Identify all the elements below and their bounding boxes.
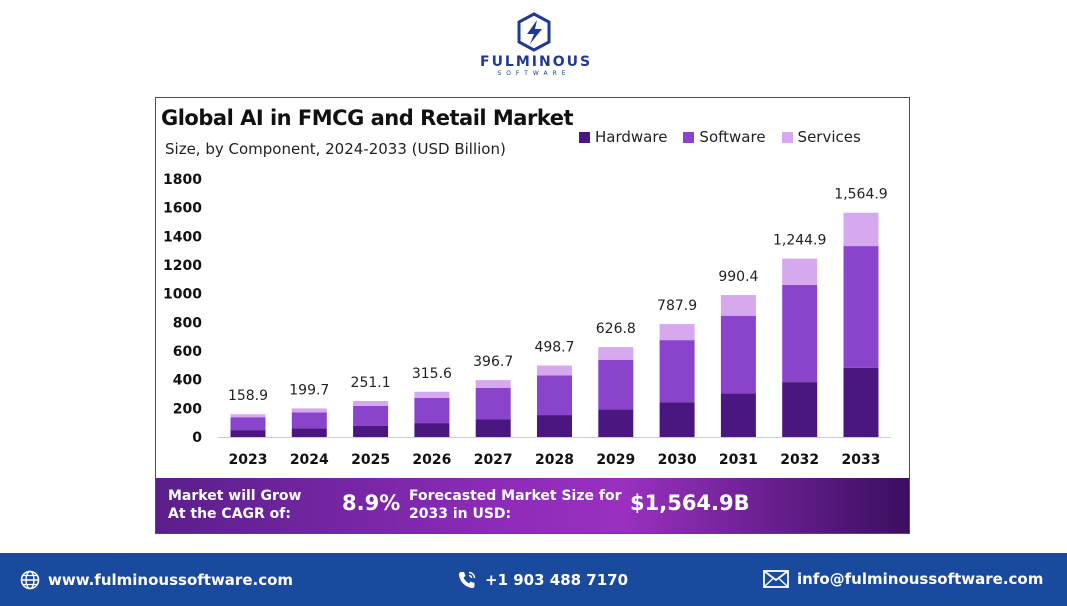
bar-total-label: 315.6 <box>412 366 452 382</box>
bar-segment-services-2025 <box>353 401 389 406</box>
y-tick-label: 1400 <box>163 229 202 245</box>
email-text: info@fulminoussoftware.com <box>797 570 1044 588</box>
bar-total-label: 990.4 <box>718 269 758 285</box>
chart-card: Global AI in FMCG and Retail Market Size… <box>155 97 910 534</box>
bar-segment-software-2026 <box>414 397 450 424</box>
y-tick-label: 1600 <box>163 201 202 217</box>
bar-total-label: 158.9 <box>228 388 268 404</box>
bar-segment-software-2031 <box>720 315 756 394</box>
forecast-value: $1,564.9B <box>630 491 750 515</box>
y-tick-label: 1200 <box>163 258 202 274</box>
website-text: www.fulminoussoftware.com <box>48 571 294 589</box>
bar-segment-software-2027 <box>475 387 511 420</box>
brand-logo: FULMINOUS SOFTWARE <box>480 12 593 86</box>
cagr-label: Market will Grow At the CAGR of: <box>168 488 302 522</box>
bar-segment-services-2024 <box>291 408 327 413</box>
bar-segment-software-2033 <box>843 246 879 368</box>
x-tick-label: 2026 <box>412 452 451 468</box>
bar-segment-services-2029 <box>598 347 634 360</box>
bar-total-label: 626.8 <box>596 321 636 337</box>
phone-icon <box>459 571 476 588</box>
bar-segment-services-2026 <box>414 391 450 398</box>
x-tick-label: 2029 <box>596 452 635 468</box>
bar-segment-services-2023 <box>230 414 266 418</box>
bar-segment-services-2032 <box>782 258 818 285</box>
brand-sub: SOFTWARE <box>497 70 571 77</box>
bar-total-label: 199.7 <box>289 382 329 398</box>
bar-total-label: 1,564.9 <box>834 187 887 203</box>
chart-title: Global AI in FMCG and Retail Market <box>161 106 574 130</box>
legend-label-services: Services <box>797 128 861 146</box>
x-tick-label: 2027 <box>474 452 513 468</box>
stacked-bar-chart: 0 200 400 600 800 1000 1200 1400 1600 1800 158.9 20… <box>163 172 891 468</box>
bar-segment-hardware-2024 <box>291 428 327 437</box>
bar-segment-hardware-2033 <box>843 367 879 437</box>
x-tick-label: 2025 <box>351 452 390 468</box>
bar-segment-hardware-2027 <box>475 419 511 437</box>
y-tick-label: 200 <box>173 401 202 417</box>
legend-swatch-hardware <box>579 131 590 143</box>
bar-segment-services-2033 <box>843 212 879 247</box>
bar-segment-hardware-2026 <box>414 423 450 437</box>
brand-name: FULMINOUS <box>480 54 593 70</box>
legend-item-hardware: Hardware <box>579 128 667 146</box>
bar-segment-hardware-2025 <box>353 425 389 437</box>
x-tick-label: 2024 <box>290 452 329 468</box>
legend-label-hardware: Hardware <box>595 128 668 146</box>
legend-label-software: Software <box>699 128 766 146</box>
y-tick-label: 1800 <box>163 172 202 188</box>
legend-swatch-services <box>781 131 793 143</box>
x-tick-label: 2028 <box>535 452 574 468</box>
y-tick-label: 800 <box>173 315 202 331</box>
bar-total-label: 498.7 <box>534 340 574 356</box>
bar-segment-hardware-2029 <box>598 409 634 437</box>
bar-total-label: 251.1 <box>351 375 391 391</box>
bar-total-label: 1,244.9 <box>773 233 826 249</box>
bar-segment-software-2029 <box>598 359 634 410</box>
chart-legend: Hardware Software Services <box>579 128 861 146</box>
website-link[interactable]: www.fulminoussoftware.com <box>20 570 293 590</box>
bar-segment-software-2030 <box>659 340 695 403</box>
forecast-label: Forecasted Market Size for 2033 in USD: <box>409 488 622 522</box>
x-tick-label: 2032 <box>780 452 819 468</box>
bar-total-label: 396.7 <box>473 354 513 370</box>
bar-segment-software-2032 <box>782 284 818 383</box>
x-tick-label: 2033 <box>842 452 881 468</box>
x-tick-label: 2031 <box>719 452 758 468</box>
x-tick-label: 2030 <box>658 452 697 468</box>
bar-segment-software-2024 <box>291 412 327 429</box>
legend-item-software: Software <box>683 128 766 146</box>
bar-total-label: 787.9 <box>657 298 697 314</box>
y-tick-label: 0 <box>192 430 202 446</box>
logo-icon <box>517 12 551 52</box>
chart-subtitle: Size, by Component, 2024-2033 (USD Billi… <box>165 140 506 158</box>
bar-segment-software-2023 <box>230 417 266 431</box>
bar-segment-hardware-2032 <box>782 382 818 437</box>
globe-icon <box>20 570 40 590</box>
bar-segment-services-2027 <box>475 380 511 388</box>
bar-segment-services-2030 <box>659 324 695 341</box>
bar-segment-services-2031 <box>720 295 756 316</box>
legend-item-services: Services <box>781 128 861 146</box>
bar-segment-hardware-2028 <box>537 415 572 437</box>
y-tick-label: 400 <box>173 373 202 389</box>
summary-banner: Market will Grow At the CAGR of: 8.9% Fo… <box>156 478 909 533</box>
bar-segment-hardware-2023 <box>230 430 266 437</box>
contact-footer: www.fulminoussoftware.com +1 903 488 717… <box>0 553 1067 606</box>
mail-icon <box>763 570 789 588</box>
bar-segment-software-2025 <box>353 405 389 426</box>
y-tick-label: 1000 <box>163 287 202 303</box>
bar-segment-services-2028 <box>537 365 572 376</box>
bar-segment-hardware-2030 <box>659 402 695 437</box>
bar-segment-software-2028 <box>537 375 572 416</box>
phone-link[interactable]: +1 903 488 7170 <box>457 570 628 590</box>
cagr-value: 8.9% <box>342 491 401 515</box>
x-tick-label: 2023 <box>229 452 268 468</box>
phone-text: +1 903 488 7170 <box>485 571 629 589</box>
legend-swatch-software <box>683 131 695 143</box>
email-link[interactable]: info@fulminoussoftware.com <box>763 570 1043 588</box>
bar-segment-hardware-2031 <box>720 393 756 437</box>
y-tick-label: 600 <box>173 344 202 360</box>
